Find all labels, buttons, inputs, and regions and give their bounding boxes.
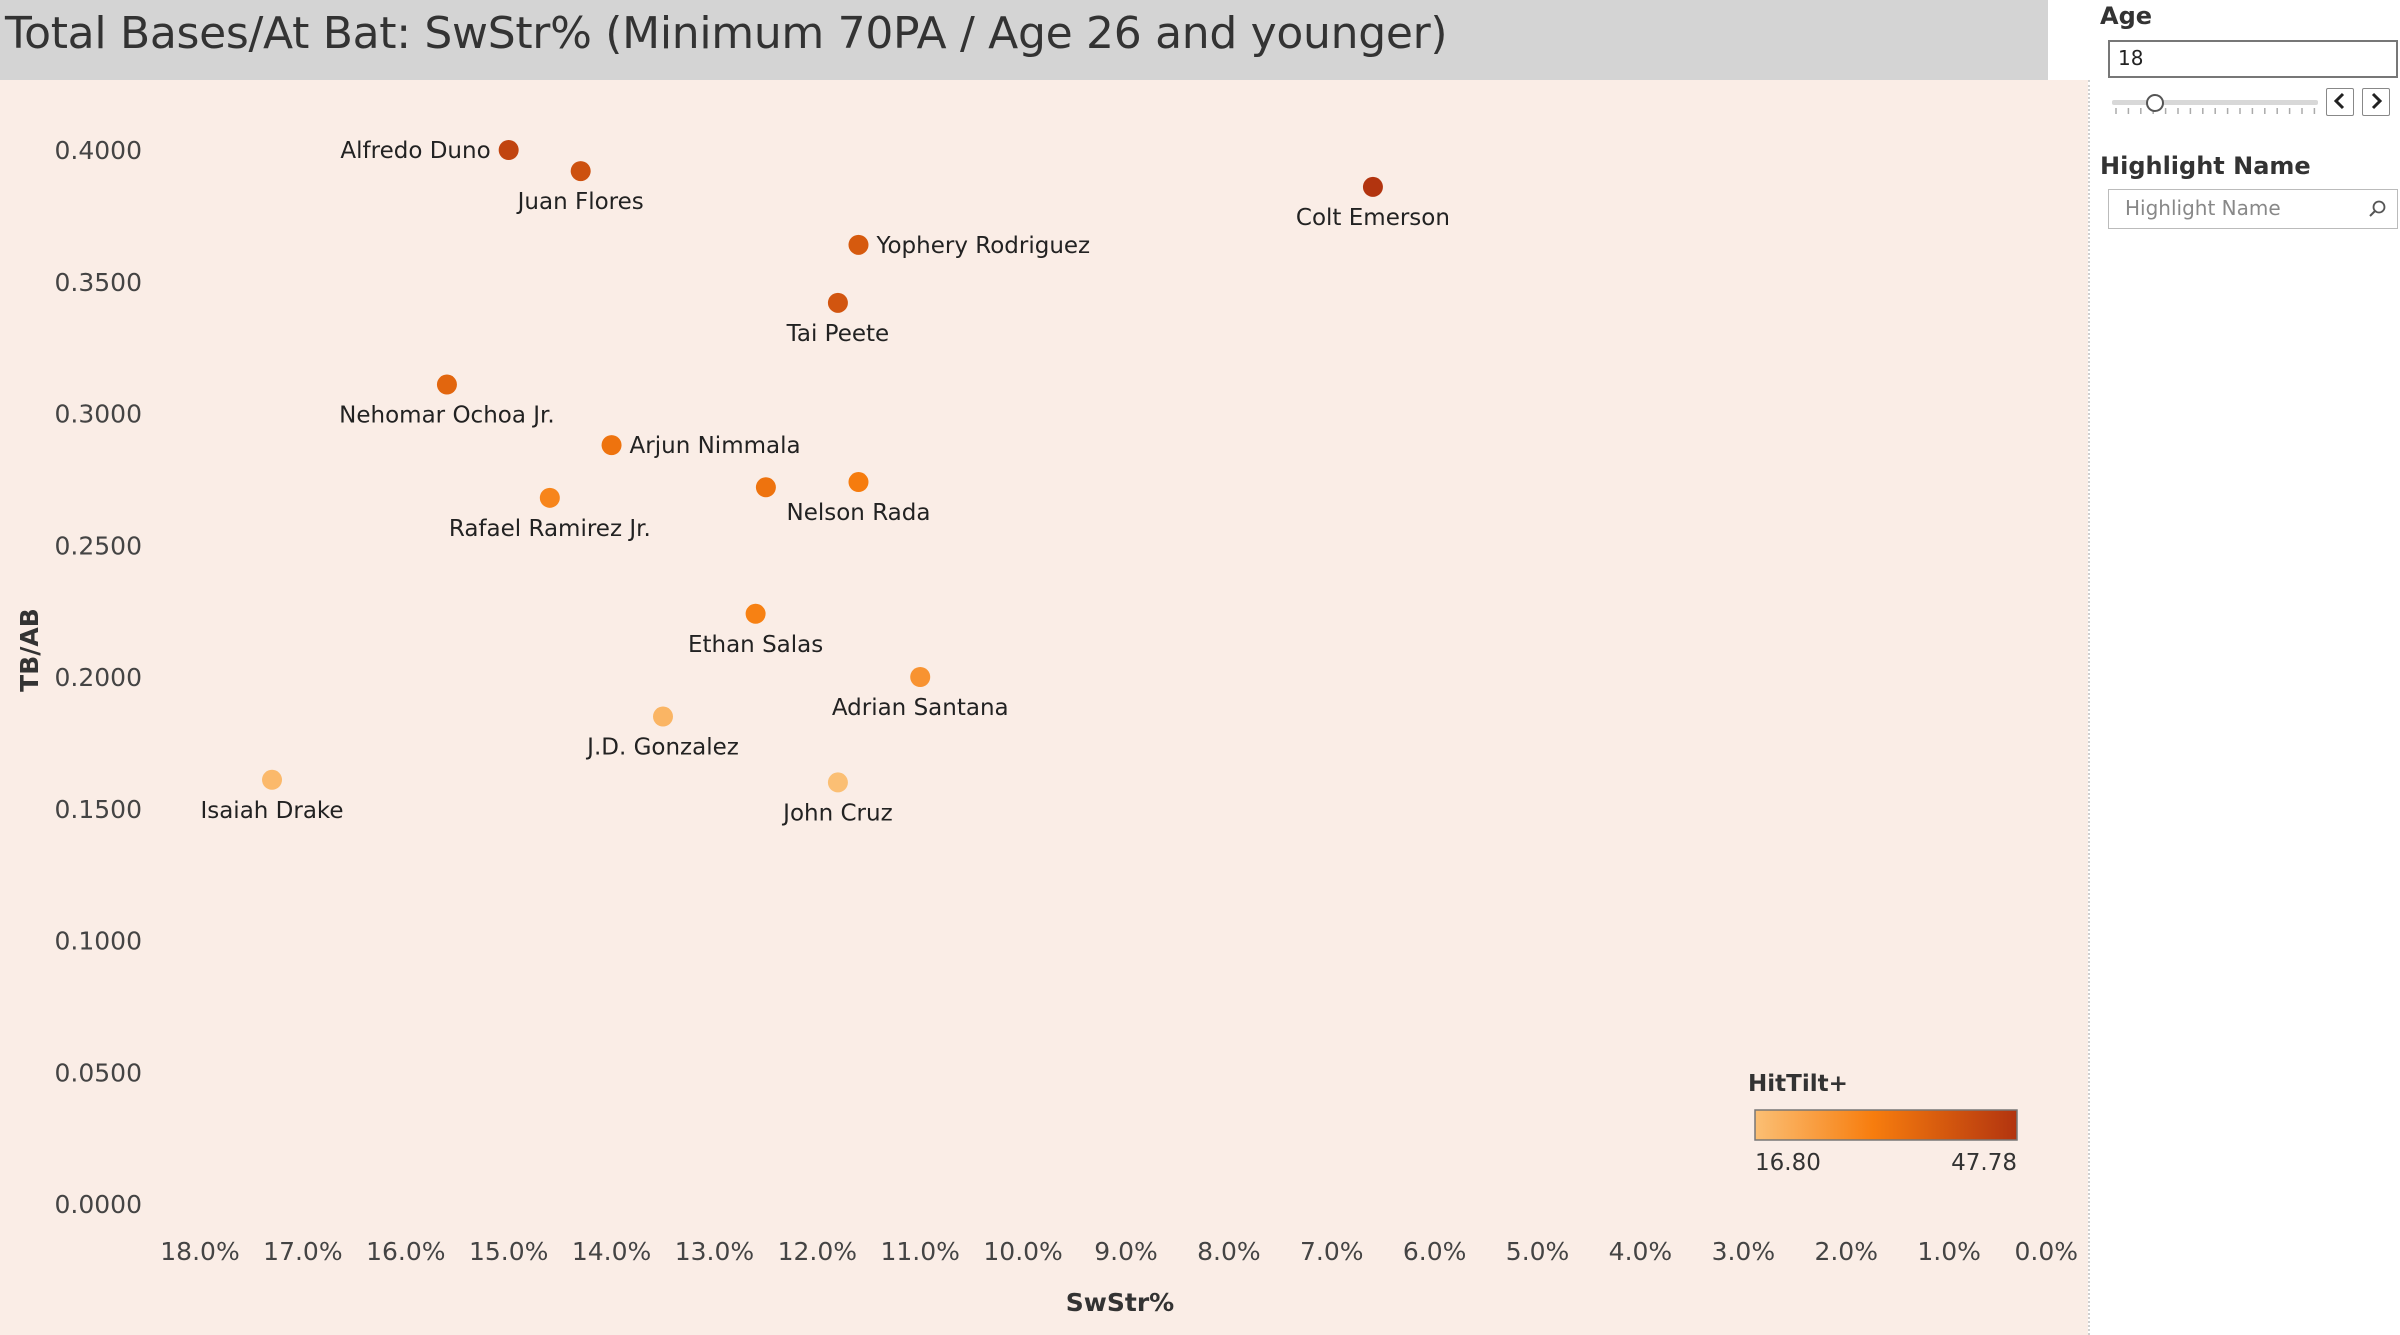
x-tick-label: 9.0% [1094,1237,1158,1266]
chevron-right-icon [2371,92,2383,110]
point-label: Yophery Rodriguez [875,233,1090,259]
page-title: Total Bases/At Bat: SwStr% (Minimum 70PA… [5,8,1448,59]
highlight-name-input[interactable]: Highlight Name [2108,189,2398,229]
data-point[interactable] [745,603,766,624]
y-tick-label: 0.0500 [55,1058,142,1087]
plot-area [0,80,2088,1335]
data-point[interactable] [848,234,869,255]
legend-max-value: 47.78 [1951,1150,2017,1176]
x-axis-ticks: 18.0% 17.0% 16.0% 15.0% 14.0% 13.0% 12.0% 11.0%… [160,1237,2078,1266]
x-tick-label: 13.0% [675,1237,754,1266]
data-points: Alfredo Duno Juan Flores Colt Emerson Yophe… [200,138,1450,826]
x-tick-label: 6.0% [1403,1237,1467,1266]
x-axis-title: SwStr% [1066,1288,1174,1317]
point-label: John Cruz [781,800,893,826]
x-tick-label: 17.0% [263,1237,342,1266]
y-tick-label: 0.3500 [55,268,142,297]
data-point[interactable] [910,667,931,687]
age-previous-button[interactable] [2326,88,2354,116]
y-tick-label: 0.1500 [55,795,142,824]
search-icon[interactable] [2366,198,2388,220]
x-tick-label: 11.0% [881,1237,960,1266]
point-label: Rafael Ramirez Jr. [449,516,651,542]
x-tick-label: 2.0% [1814,1237,1878,1266]
data-point[interactable] [436,374,457,395]
age-slider[interactable] [2112,92,2318,116]
age-slider-thumb[interactable] [2146,94,2164,112]
point-label: Nehomar Ochoa Jr. [339,403,555,429]
point-label: J.D. Gonzalez [585,735,739,761]
data-point[interactable] [755,477,776,498]
data-point[interactable] [653,706,673,727]
data-point[interactable] [570,161,591,182]
age-slider-track[interactable] [2112,100,2318,105]
x-tick-label: 12.0% [778,1237,857,1266]
x-tick-label: 8.0% [1197,1237,1261,1266]
x-tick-label: 14.0% [572,1237,651,1266]
title-bar: Total Bases/At Bat: SwStr% (Minimum 70PA… [0,0,2048,80]
age-input[interactable]: 18 [2108,40,2398,78]
color-legend: HitTilt+ 16.80 47.78 [1748,1071,2018,1176]
point-label: Nelson Rada [787,500,931,526]
x-tick-label: 4.0% [1609,1237,1673,1266]
x-tick-label: 10.0% [983,1237,1062,1266]
y-tick-label: 0.0000 [55,1190,142,1219]
point-label: Juan Flores [516,189,644,215]
highlight-name-label: Highlight Name [2100,152,2311,180]
data-point[interactable] [262,769,283,790]
y-tick-label: 0.2500 [55,531,142,560]
x-tick-label: 15.0% [469,1237,548,1266]
x-tick-label: 5.0% [1506,1237,1570,1266]
y-axis-title: TB/AB [15,608,44,692]
age-slider-ticks [2115,108,2316,114]
point-label: Alfredo Duno [340,138,490,164]
data-point[interactable] [539,487,560,508]
sidebar-divider [2088,80,2090,1335]
age-filter-label: Age [2100,2,2153,30]
point-label: Colt Emerson [1296,205,1450,231]
chevron-left-icon [2333,92,2345,110]
age-next-button[interactable] [2362,88,2390,116]
data-point[interactable] [827,772,848,793]
data-point[interactable] [601,435,622,456]
y-tick-label: 0.1000 [55,927,142,956]
point-label: Ethan Salas [688,632,823,658]
x-tick-label: 7.0% [1300,1237,1364,1266]
point-label: Arjun Nimmala [630,433,801,459]
data-point[interactable] [498,140,519,160]
scatter-chart: 0.0000 0.0500 0.1000 0.1500 0.2000 0.2500 0.30… [15,136,2078,1317]
y-tick-label: 0.2000 [55,663,142,692]
y-tick-label: 0.4000 [55,136,142,165]
data-point[interactable] [1362,176,1383,197]
legend-gradient-bar [1754,1109,2018,1141]
point-label: Adrian Santana [832,695,1009,721]
point-label: Tai Peete [786,321,890,347]
legend-title: HitTilt+ [1748,1071,1848,1097]
x-tick-label: 0.0% [2014,1237,2078,1266]
x-tick-label: 3.0% [1712,1237,1776,1266]
y-axis-ticks: 0.0000 0.0500 0.1000 0.1500 0.2000 0.2500 0.30… [55,136,142,1219]
x-tick-label: 18.0% [160,1237,239,1266]
data-point[interactable] [848,472,869,493]
legend-min-value: 16.80 [1755,1150,1821,1176]
point-label: Isaiah Drake [200,798,343,824]
data-point[interactable] [827,292,848,313]
x-tick-label: 1.0% [1917,1237,1981,1266]
x-tick-label: 16.0% [366,1237,445,1266]
y-tick-label: 0.3000 [55,400,142,429]
